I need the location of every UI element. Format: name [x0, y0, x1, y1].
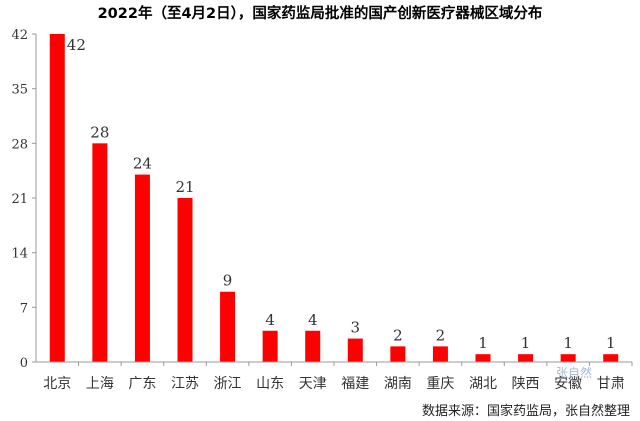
bar: [134, 174, 150, 362]
category-label: 陕西: [512, 376, 540, 392]
bar: [432, 346, 448, 362]
bar: [560, 354, 576, 362]
data-label: 28: [90, 123, 109, 141]
category-label: 广东: [128, 376, 156, 392]
category-label: 江苏: [171, 376, 199, 392]
data-label: 1: [606, 334, 616, 352]
bar: [49, 34, 65, 362]
y-tick-label: 35: [11, 83, 28, 98]
y-tick-label: 21: [11, 192, 28, 207]
y-tick-label: 42: [11, 28, 28, 43]
bar: [177, 198, 193, 362]
category-label: 福建: [341, 376, 369, 392]
category-label: 天津: [299, 376, 327, 392]
category-label: 浙江: [214, 376, 242, 392]
source-note: 数据来源：国家药监局，张自然整理: [421, 404, 630, 419]
bar: [92, 143, 108, 362]
chart-title: 2022年（至4月2日），国家药监局批准的国产创新医疗器械区域分布: [97, 6, 543, 22]
y-tick-label: 28: [11, 137, 28, 152]
category-label: 甘肃: [597, 376, 625, 392]
y-tick-label: 7: [20, 301, 28, 316]
data-label: 1: [521, 334, 531, 352]
category-label: 湖北: [469, 376, 497, 392]
data-label: 1: [563, 334, 573, 352]
data-label: 24: [133, 155, 152, 173]
category-label: 上海: [86, 376, 114, 392]
category-label: 北京: [43, 376, 71, 392]
bar: [475, 354, 491, 362]
data-label: 3: [351, 319, 361, 337]
bar: [262, 330, 278, 362]
category-label: 重庆: [426, 376, 454, 392]
bar: [305, 330, 321, 362]
data-label: 4: [308, 311, 318, 329]
data-label: 1: [478, 334, 488, 352]
x-axis: 北京 上海 广东 江苏 浙江 山东 天津 福建 湖南 重庆 湖北 陕西 安徽 甘肃: [36, 361, 633, 392]
y-axis: 0 7 14 21 28 35 42: [11, 28, 37, 371]
data-label: 9: [223, 272, 233, 290]
watermark: 张自然: [556, 366, 593, 380]
y-tick-label: 0: [20, 356, 28, 371]
data-label: 21: [175, 178, 194, 196]
category-label: 湖南: [384, 376, 412, 392]
category-label: 安徽: [554, 376, 582, 392]
bar: [390, 346, 406, 362]
y-tick-label: 14: [11, 247, 28, 262]
category-label: 山东: [256, 376, 284, 392]
bar: [220, 291, 236, 362]
bar: [518, 354, 534, 362]
bar: [603, 354, 619, 362]
data-label: 2: [393, 326, 403, 344]
data-label: 4: [265, 311, 275, 329]
bar: [347, 338, 363, 362]
data-label: 42: [67, 36, 86, 54]
data-label: 2: [436, 326, 446, 344]
